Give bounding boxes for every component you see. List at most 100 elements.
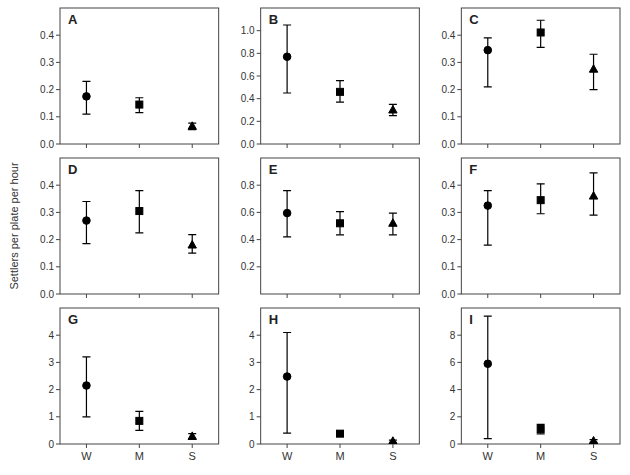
y-tick <box>56 239 60 240</box>
x-tick <box>86 144 87 148</box>
y-tick-label: 0.2 <box>40 84 54 95</box>
error-bar-cap <box>135 112 143 113</box>
y-tick <box>257 76 261 77</box>
point <box>188 241 196 249</box>
background <box>0 0 630 475</box>
y-tick <box>457 35 461 36</box>
x-tick-label: M <box>335 450 344 462</box>
x-tick-label: S <box>590 450 597 462</box>
error-bar-cap <box>82 356 90 357</box>
x-tick <box>86 444 87 448</box>
error-bar-cap <box>484 316 492 317</box>
x-tick <box>287 444 288 448</box>
error-bar-cap <box>135 411 143 412</box>
error-bar-cap <box>484 190 492 191</box>
y-tick-label: 0.4 <box>441 30 455 41</box>
error-bar-cap <box>389 212 397 213</box>
error-bar <box>188 235 196 253</box>
point <box>136 208 143 215</box>
y-tick-label: 6 <box>450 357 456 368</box>
y-tick <box>257 266 261 267</box>
y-tick <box>457 185 461 186</box>
y-tick-label: 0.0 <box>441 289 455 300</box>
error-bar <box>283 25 291 93</box>
error-bar-cap <box>484 86 492 87</box>
x-tick <box>287 294 288 298</box>
error-bar <box>389 213 397 235</box>
y-tick-label: 0.0 <box>40 289 54 300</box>
error-bar-cap <box>135 232 143 233</box>
error-bar <box>389 104 397 115</box>
error-bar-cap <box>537 433 545 434</box>
point <box>188 122 196 130</box>
panel-label: A <box>68 12 78 27</box>
point <box>389 219 397 227</box>
error-bar <box>537 424 545 434</box>
y-tick-label: 0.1 <box>441 111 455 122</box>
panel-label: G <box>68 312 78 327</box>
error-bar-stem <box>287 332 288 433</box>
plot-frame <box>60 308 219 444</box>
error-bar <box>484 191 492 245</box>
error-bar-cap <box>590 215 598 216</box>
panel-label: B <box>269 12 278 27</box>
error-bar-cap <box>283 433 291 434</box>
error-bar-cap <box>537 183 545 184</box>
error-bar <box>82 202 90 244</box>
error-bar <box>336 212 344 235</box>
y-tick <box>457 266 461 267</box>
point <box>537 197 544 204</box>
error-bar <box>590 54 598 89</box>
point <box>589 65 597 73</box>
error-bar-cap <box>82 243 90 244</box>
error-bar <box>135 191 143 233</box>
y-tick <box>56 89 60 90</box>
y-tick-label: 0.8 <box>241 180 255 191</box>
error-bar <box>135 98 143 113</box>
error-bar <box>537 20 545 47</box>
y-tick <box>56 294 60 295</box>
plot-frame <box>60 8 219 144</box>
y-tick-label: 0 <box>48 439 54 450</box>
x-tick <box>540 294 541 298</box>
point <box>337 430 344 437</box>
plot-frame <box>461 8 620 144</box>
y-tick-label: 4 <box>249 330 255 341</box>
y-tick-label: 2 <box>48 384 54 395</box>
error-bar-cap <box>188 234 196 235</box>
y-tick <box>56 185 60 186</box>
x-tick <box>192 444 193 448</box>
point <box>337 220 344 227</box>
y-tick <box>257 416 261 417</box>
y-tick <box>457 62 461 63</box>
y-tick <box>257 30 261 31</box>
y-tick <box>457 416 461 417</box>
y-tick <box>56 144 60 145</box>
y-tick <box>457 116 461 117</box>
point <box>484 202 492 210</box>
y-tick <box>56 35 60 36</box>
y-tick-label: 0.2 <box>441 234 455 245</box>
panel: 0.00.10.20.30.4F <box>441 158 620 300</box>
marks <box>283 25 397 116</box>
x-tick <box>392 294 393 298</box>
error-bar <box>484 316 492 438</box>
point <box>283 53 291 61</box>
marks <box>82 191 196 254</box>
error-bar-cap <box>537 213 545 214</box>
point <box>283 209 291 217</box>
y-tick-label: 0 <box>450 439 456 450</box>
y-tick-label: 4 <box>450 384 456 395</box>
y-tick-label: 0.4 <box>40 180 54 191</box>
point <box>337 88 344 95</box>
marks <box>484 316 598 444</box>
y-tick <box>457 89 461 90</box>
error-bar-cap <box>389 234 397 235</box>
y-tick <box>56 62 60 63</box>
y-tick <box>257 239 261 240</box>
y-tick <box>257 389 261 390</box>
plot-frame <box>261 308 420 444</box>
panel: 0.00.10.20.30.4C <box>441 8 620 150</box>
y-tick-label: 0.2 <box>241 116 255 127</box>
y-tick-label: 0.3 <box>441 207 455 218</box>
